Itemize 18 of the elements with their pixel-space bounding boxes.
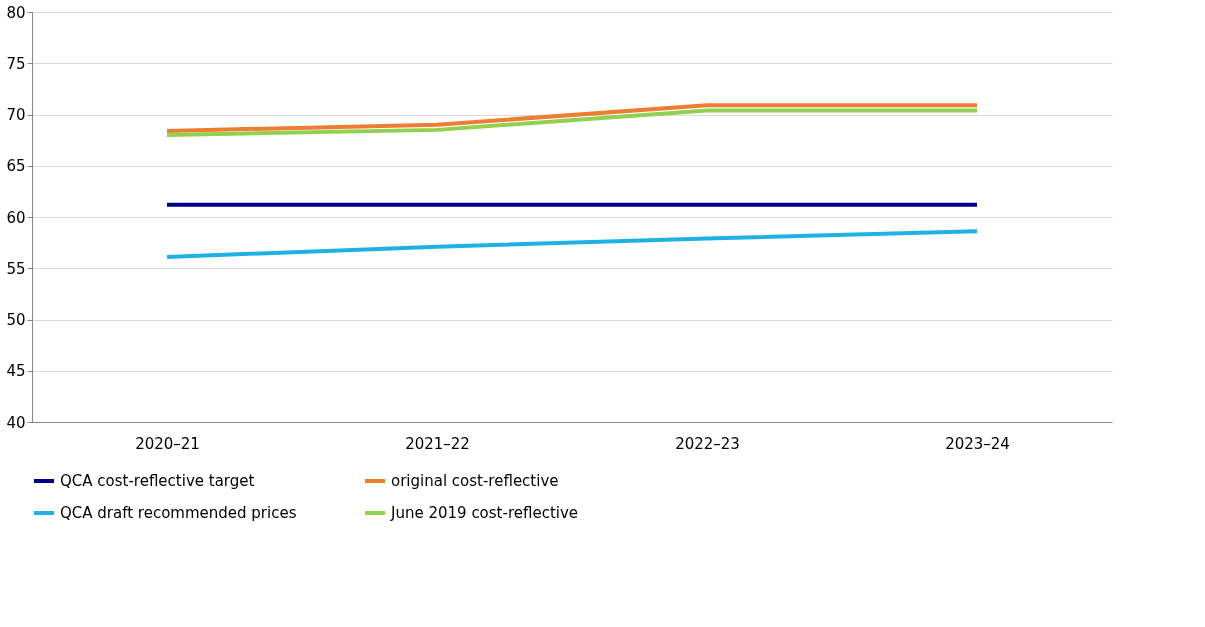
legend-label: June 2019 cost-reflective [390, 504, 579, 522]
y-tick-label: 65 [6, 157, 26, 176]
y-tick-label: 45 [6, 362, 26, 381]
y-tick-label: 60 [6, 208, 26, 227]
x-tick-label: 2023–24 [945, 434, 1010, 453]
x-tick-label: 2022–23 [675, 434, 740, 453]
legend-label: QCA cost-reflective target [60, 472, 255, 490]
y-tick-label: 55 [6, 259, 26, 278]
y-tick-label: 80 [6, 3, 26, 22]
y-tick-label: 75 [6, 54, 26, 73]
legend-label: QCA draft recommended prices [60, 504, 297, 522]
legend-label: original cost-reflective [391, 472, 559, 490]
y-tick-label: 50 [6, 311, 26, 329]
y-tick-label: 70 [6, 106, 26, 124]
line-series [165, 229, 979, 259]
x-tick-label: 2021–22 [405, 434, 470, 453]
y-tick-label: 40 [6, 413, 26, 432]
x-tick-label: 2020–21 [135, 434, 200, 453]
